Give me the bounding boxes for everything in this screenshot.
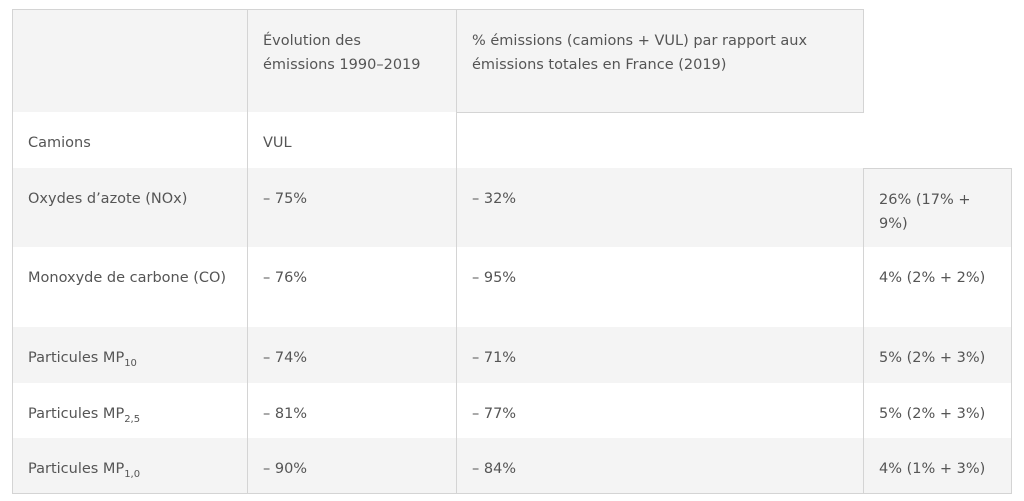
row-1-pollutant-text: Oxydes d’azote (NOx) [28, 191, 188, 207]
row-2-camions: – 76% [247, 247, 457, 328]
row-2-vul: – 95% [456, 247, 864, 328]
row-4-vul: – 77% [456, 383, 864, 439]
row-5-pollutant-subscript: 1,0 [124, 469, 141, 480]
row-4-camions-value: – 81% [263, 406, 308, 422]
row-1-camions: – 75% [247, 168, 457, 248]
row-4-camions: – 81% [247, 383, 457, 439]
subheader-label-camions: Camions [28, 135, 91, 151]
row-3-share: 5% (2% + 3%) [863, 327, 1012, 384]
header-cell-share: % émissions (camions + VUL) par rapport … [456, 9, 864, 113]
subheader-cell-camions: Camions [12, 112, 248, 169]
row-2-pollutant: Monoxyde de carbone (CO) [12, 247, 248, 328]
row-4-share-value: 5% (2% + 3%) [879, 406, 986, 422]
row-3-camions: – 74% [247, 327, 457, 384]
row-1-camions-value: – 75% [263, 191, 308, 207]
header-label-evolution: Évolution des émissions 1990–2019 [263, 33, 421, 73]
header-label-share: % émissions (camions + VUL) par rapport … [472, 33, 808, 73]
row-2-share: 4% (2% + 2%) [863, 247, 1012, 328]
row-3-vul: – 71% [456, 327, 864, 384]
row-3-share-value: 5% (2% + 3%) [879, 350, 986, 366]
row-1-share: 26% (17% + 9%) [863, 168, 1012, 248]
subheader-cell-vul: VUL [247, 112, 457, 169]
row-5-camions: – 90% [247, 438, 457, 494]
row-3-pollutant-text: Particules MP [28, 350, 125, 366]
row-5-vul: – 84% [456, 438, 864, 494]
row-1-pollutant: Oxydes d’azote (NOx) [12, 168, 248, 248]
row-3-pollutant-subscript: 10 [124, 358, 137, 369]
row-4-pollutant-text: Particules MP [28, 406, 125, 422]
row-1-share-value: 26% (17% + 9%) [879, 192, 971, 232]
row-5-share: 4% (1% + 3%) [863, 438, 1012, 494]
row-2-vul-value: – 95% [472, 270, 517, 286]
row-5-vul-value: – 84% [472, 461, 517, 477]
row-2-pollutant-text: Monoxyde de carbone (CO) [28, 270, 227, 286]
row-3-pollutant: Particules MP10 [12, 327, 248, 384]
row-5-pollutant-text: Particules MP [28, 461, 125, 477]
row-1-vul: – 32% [456, 168, 864, 248]
row-2-share-value: 4% (2% + 2%) [879, 270, 986, 286]
row-4-pollutant-subscript: 2,5 [124, 414, 141, 425]
row-3-camions-value: – 74% [263, 350, 308, 366]
row-4-vul-value: – 77% [472, 406, 517, 422]
row-3-vul-value: – 71% [472, 350, 517, 366]
row-4-pollutant: Particules MP2,5 [12, 383, 248, 439]
header-cell-evolution: Évolution des émissions 1990–2019 [247, 9, 457, 113]
row-2-camions-value: – 76% [263, 270, 308, 286]
row-5-pollutant: Particules MP1,0 [12, 438, 248, 494]
subheader-label-vul: VUL [263, 135, 292, 151]
row-4-share: 5% (2% + 3%) [863, 383, 1012, 439]
row-5-share-value: 4% (1% + 3%) [879, 461, 986, 477]
row-5-camions-value: – 90% [263, 461, 308, 477]
row-1-vul-value: – 32% [472, 191, 517, 207]
header-cell-empty [12, 9, 248, 113]
